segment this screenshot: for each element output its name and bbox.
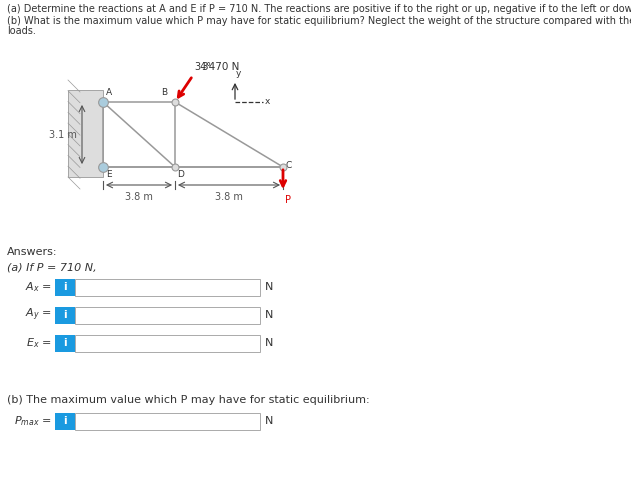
Bar <box>75 279 260 296</box>
Text: 3.8 m: 3.8 m <box>215 192 243 202</box>
Bar <box>68 90 103 177</box>
Text: N: N <box>265 310 273 320</box>
Text: N: N <box>265 416 273 426</box>
Text: 3.8 m: 3.8 m <box>125 192 153 202</box>
Text: A: A <box>106 88 112 97</box>
Text: i: i <box>63 416 67 426</box>
Text: 3.1 m: 3.1 m <box>49 130 77 140</box>
Text: C: C <box>286 160 292 169</box>
Bar <box>55 412 75 430</box>
Text: $E_x$ =: $E_x$ = <box>27 336 52 350</box>
Bar <box>55 306 75 324</box>
Text: loads.: loads. <box>7 26 36 36</box>
Bar <box>75 335 260 351</box>
Bar <box>75 412 260 430</box>
Bar <box>75 306 260 324</box>
Text: x: x <box>265 98 270 106</box>
Bar <box>55 279 75 296</box>
Text: N: N <box>265 282 273 292</box>
Text: $A_x$ =: $A_x$ = <box>25 280 52 294</box>
Text: i: i <box>63 338 67 348</box>
Text: (b) What is the maximum value which P may have for static equilibrium? Neglect t: (b) What is the maximum value which P ma… <box>7 16 631 26</box>
Text: N: N <box>265 338 273 348</box>
Text: Answers:: Answers: <box>7 247 57 257</box>
Text: (b) The maximum value which P may have for static equilibrium:: (b) The maximum value which P may have f… <box>7 395 370 405</box>
Text: P: P <box>285 195 291 205</box>
Bar <box>55 335 75 351</box>
Text: 34°: 34° <box>194 62 211 72</box>
Text: i: i <box>63 310 67 320</box>
Text: (a) Determine the reactions at A and E if P = 710 N. The reactions are positive : (a) Determine the reactions at A and E i… <box>7 4 631 14</box>
Text: E: E <box>106 170 112 179</box>
Text: 3470 N: 3470 N <box>202 62 239 72</box>
Text: y: y <box>236 69 242 78</box>
Text: $A_y$ =: $A_y$ = <box>25 307 52 323</box>
Text: (a) If P = 710 N,: (a) If P = 710 N, <box>7 263 97 273</box>
Text: i: i <box>63 282 67 292</box>
Text: D: D <box>177 170 184 179</box>
Text: B: B <box>161 88 167 97</box>
Text: $P_{max}$ =: $P_{max}$ = <box>15 414 52 428</box>
